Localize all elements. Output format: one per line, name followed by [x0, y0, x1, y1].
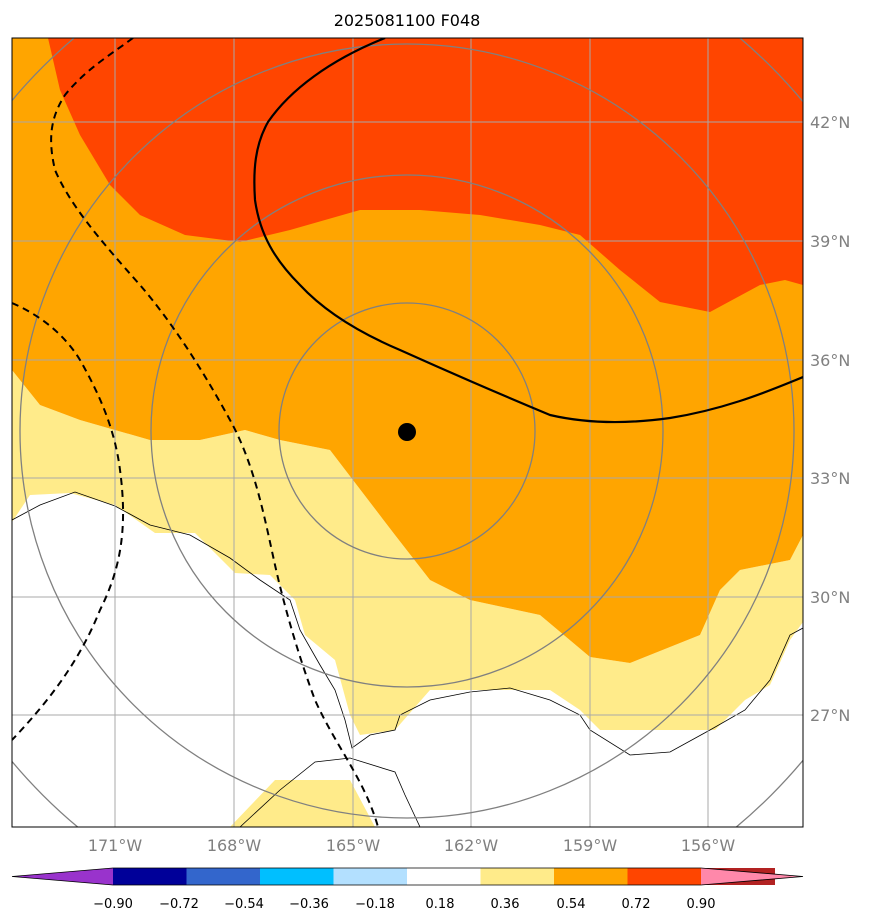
lat-label: 36°N — [810, 351, 850, 370]
colorbar-tick-label: −0.72 — [159, 897, 199, 912]
contour-fill-light-yellow — [12, 370, 803, 735]
colorbar-tick-label: −0.36 — [289, 897, 329, 912]
lon-label: 159°W — [563, 836, 618, 855]
colorbar-extend-high — [701, 868, 803, 885]
colorbar — [11, 867, 804, 886]
colorbar-tick-label: −0.18 — [355, 897, 395, 912]
distance-ring-1 — [278, 302, 536, 560]
lat-label: 27°N — [810, 706, 850, 725]
colorbar-segment — [407, 868, 481, 885]
lon-label: 171°W — [88, 836, 143, 855]
contour-fill-orange-red — [48, 38, 803, 312]
colorbar-tick-label: 0.18 — [426, 897, 455, 912]
colorbar-segment — [186, 868, 261, 885]
colorbar-tick-label: −0.90 — [93, 897, 133, 912]
colorbar-segment — [113, 868, 187, 885]
colorbar-segment — [554, 868, 628, 885]
lat-label: 39°N — [810, 232, 850, 251]
lon-label: 165°W — [326, 836, 381, 855]
map-title: 2025081100 F048 — [334, 11, 481, 30]
colorbar-segment — [333, 868, 408, 885]
colorbar-segment — [480, 868, 555, 885]
colorbar-tick-label: 0.72 — [622, 897, 651, 912]
longitude-labels: 171°W 168°W 165°W 162°W 159°W 156°W — [88, 836, 736, 855]
colorbar-segment — [260, 868, 334, 885]
map-frame — [11, 37, 804, 828]
lat-label: 42°N — [810, 113, 850, 132]
colorbar-segment — [627, 868, 702, 885]
contour-line-solid — [253, 38, 803, 424]
distance-ring-2 — [150, 174, 664, 688]
graticule — [12, 38, 803, 827]
contour-lines-dashed — [12, 38, 379, 827]
colorbar-tick-label: 0.36 — [491, 897, 520, 912]
lon-label: 162°W — [444, 836, 499, 855]
lon-label: 168°W — [207, 836, 262, 855]
colorbar-extend-low — [12, 868, 113, 885]
coastlines — [12, 491, 803, 827]
distance-ring-3 — [19, 43, 795, 819]
storm-center-marker — [398, 423, 416, 441]
colorbar-tick-label: 0.54 — [557, 897, 586, 912]
colorbar-tick-labels: −0.90 −0.72 −0.54 −0.36 −0.18 0.18 0.36 … — [93, 897, 715, 912]
latitude-labels: 42°N 39°N 36°N 33°N 30°N 27°N — [810, 113, 850, 725]
lat-label: 30°N — [810, 588, 850, 607]
colorbar-tick-label: −0.54 — [224, 897, 264, 912]
colorbar-outline — [11, 867, 804, 886]
lat-label: 33°N — [810, 469, 850, 488]
lon-label: 156°W — [681, 836, 736, 855]
colorbar-tick-label: 0.90 — [687, 897, 716, 912]
